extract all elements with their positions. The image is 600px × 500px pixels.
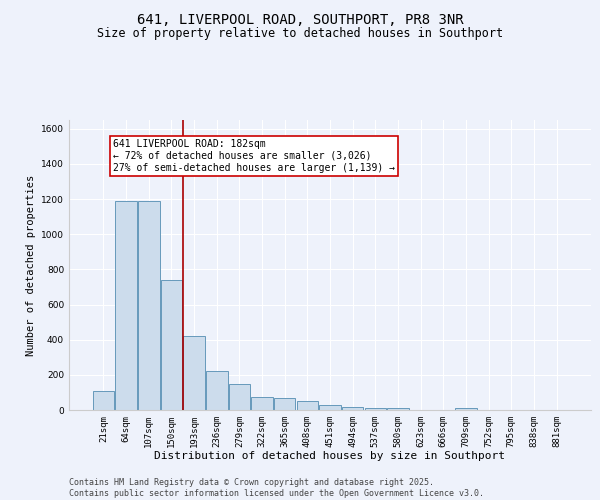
Bar	[387, 408, 409, 410]
Bar	[115, 201, 137, 410]
Bar	[161, 280, 182, 410]
Y-axis label: Number of detached properties: Number of detached properties	[26, 174, 35, 356]
Bar	[319, 405, 341, 410]
Text: Size of property relative to detached houses in Southport: Size of property relative to detached ho…	[97, 28, 503, 40]
Bar	[296, 401, 318, 410]
Text: 641, LIVERPOOL ROAD, SOUTHPORT, PR8 3NR: 641, LIVERPOOL ROAD, SOUTHPORT, PR8 3NR	[137, 12, 463, 26]
Bar	[251, 398, 273, 410]
Text: Contains HM Land Registry data © Crown copyright and database right 2025.
Contai: Contains HM Land Registry data © Crown c…	[69, 478, 484, 498]
Bar	[138, 201, 160, 410]
Text: 641 LIVERPOOL ROAD: 182sqm
← 72% of detached houses are smaller (3,026)
27% of s: 641 LIVERPOOL ROAD: 182sqm ← 72% of deta…	[113, 140, 395, 172]
Bar	[184, 336, 205, 410]
Bar	[229, 384, 250, 410]
Bar	[342, 407, 364, 410]
Bar	[206, 372, 227, 410]
Bar	[274, 398, 295, 410]
X-axis label: Distribution of detached houses by size in Southport: Distribution of detached houses by size …	[155, 452, 505, 462]
Bar	[93, 391, 114, 410]
Bar	[455, 408, 476, 410]
Bar	[365, 408, 386, 410]
